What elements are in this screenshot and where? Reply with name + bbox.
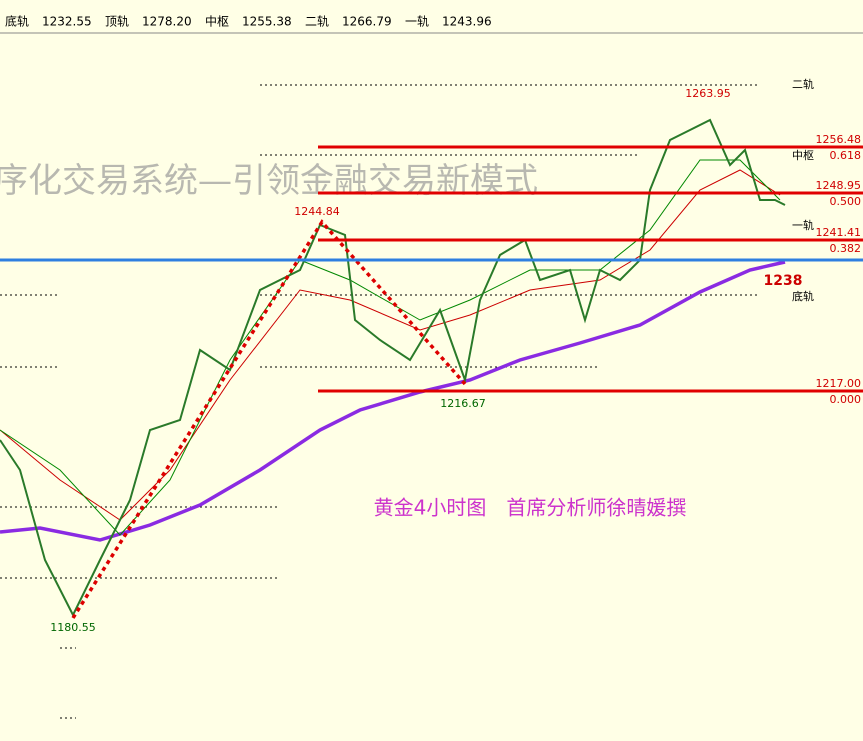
annotation: 1216.67 (440, 397, 486, 410)
ma-line (0, 159, 781, 536)
rail-label: 中枢 (792, 148, 814, 162)
header-value: 1255.38 (242, 15, 292, 29)
header-label: 顶轨 (105, 15, 129, 29)
level-ratio: 0.618 (830, 149, 862, 162)
annotation: 1180.55 (50, 621, 96, 634)
level-ratio: 0.000 (830, 393, 862, 406)
header-label: 一轨 (405, 15, 429, 29)
header-label: 中枢 (205, 14, 229, 29)
level-price: 1248.95 (816, 179, 862, 192)
level-price: 1241.41 (816, 226, 862, 239)
rail-label: 底轨 (792, 289, 814, 303)
rail-label: 一轨 (792, 218, 814, 232)
zigzag (71, 219, 467, 619)
header-value: 1232.55 (42, 15, 92, 29)
ma-line (0, 169, 781, 521)
header-value: 1243.96 (442, 15, 492, 29)
header-label: 二轨 (305, 15, 329, 29)
current-price: 1238 (764, 273, 803, 289)
level-price: 1217.00 (816, 377, 862, 390)
header: 底轨 1232.55 顶轨 1278.20 中枢 1255.38 二轨 1266.79 一轨 12… (5, 14, 492, 29)
header-value: 1266.79 (342, 15, 392, 29)
caption: 黄金4小时图 首席分析师徐晴媛撰 (374, 496, 687, 520)
level-ratio: 0.500 (830, 195, 862, 208)
ma-line (0, 260, 786, 542)
watermark: 程序化交易系统—引领金融交易新模式 (0, 161, 538, 201)
level-price: 1256.48 (816, 133, 862, 146)
level-ratio: 0.382 (830, 242, 862, 255)
annotation: 1244.84 (294, 205, 340, 218)
header-label: 底轨 (5, 14, 29, 29)
dotted-grid (0, 84, 760, 719)
header-value: 1278.20 (142, 15, 192, 29)
annotation: 1263.95 (685, 87, 731, 100)
rail-label: 二轨 (792, 77, 814, 91)
levels: 1256.48 0.618 1248.95 0.500 1241.41 0.382 1217… (318, 77, 863, 406)
price-path (0, 118, 786, 618)
